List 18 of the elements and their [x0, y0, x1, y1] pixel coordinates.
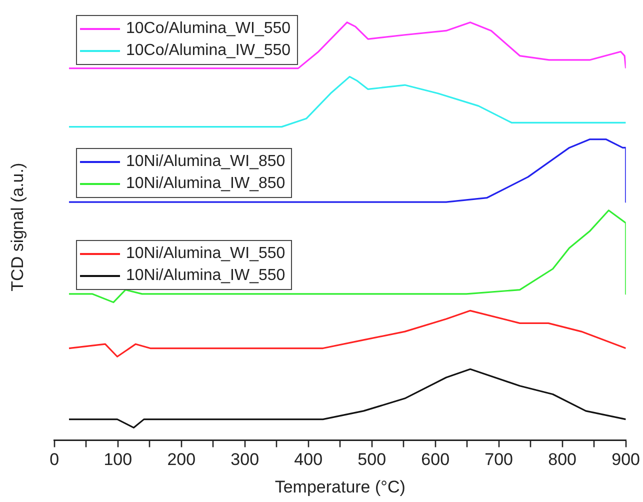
legend-label: 10Co/Alumina_IW_550 — [126, 41, 291, 61]
x-tick-label: 500 — [358, 450, 386, 470]
x-axis-title: Temperature (°C) — [274, 477, 406, 496]
x-tick-label: 400 — [294, 450, 323, 470]
legend-label: 10Ni/Alumina_IW_550 — [126, 266, 286, 286]
x-tick-label: 300 — [230, 450, 260, 470]
legend-label: 10Ni/Alumina_WI_850 — [126, 152, 286, 172]
legend-label: 10Ni/Alumina_WI_550 — [126, 244, 286, 264]
x-tick-label: 200 — [167, 450, 196, 470]
legend-label: 10Ni/Alumina_IW_850 — [126, 174, 286, 194]
x-tick-label: 100 — [104, 450, 132, 470]
x-tick-label: 0 — [50, 450, 60, 470]
y-axis-title: TCD signal (a.u.) — [8, 162, 27, 292]
x-tick-label: 800 — [548, 450, 577, 470]
legend-label: 10Co/Alumina_WI_550 — [126, 19, 291, 39]
x-tick-label: 600 — [421, 450, 450, 470]
x-tick-label: 900 — [612, 450, 640, 470]
x-tick-label: 700 — [484, 450, 514, 470]
